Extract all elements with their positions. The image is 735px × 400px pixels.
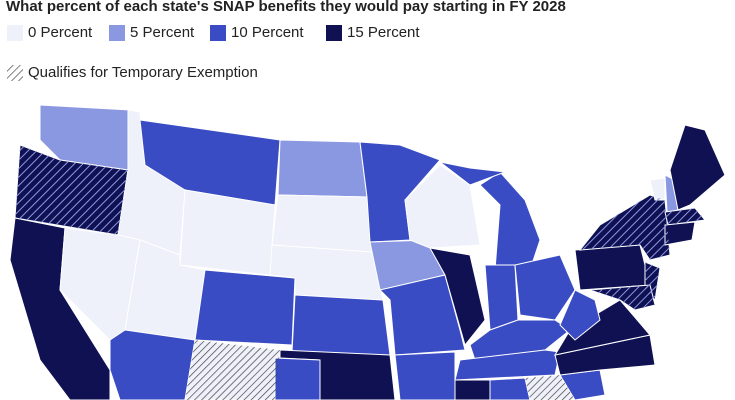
state [274,357,321,400]
state [559,289,601,341]
exempt-hatch [665,208,705,225]
legend: 0 Percent 5 Percent 10 Percent 15 Percent [7,24,420,41]
state [179,189,276,276]
exemption-label: Qualifies for Temporary Exemption [28,64,258,81]
state [194,269,296,346]
state [574,244,651,291]
legend-swatch [326,25,342,41]
legend-swatch [7,25,23,41]
state [484,264,519,331]
legend-label: 10 Percent [231,24,304,41]
legend-label: 15 Percent [347,24,420,41]
state [109,329,196,400]
state [669,124,726,211]
state [277,139,368,198]
exempt-hatch [580,195,670,260]
state [553,299,651,356]
hatch-swatch [7,65,23,81]
state [454,379,491,400]
state [439,161,506,186]
state [429,247,486,347]
state [271,194,373,253]
title: What percent of each state's SNAP benefi… [6,0,566,15]
exempt-hatch [525,375,575,400]
state [514,254,576,321]
exempt-hatch [590,285,655,310]
state [291,294,391,356]
state [489,377,531,400]
state [404,164,481,249]
state [664,221,696,246]
legend-swatch [109,25,125,41]
state [394,351,456,400]
us-map [9,104,726,400]
state [479,171,541,271]
state [454,349,561,381]
exempt-hatch [15,145,128,235]
legend-swatch [210,25,226,41]
exempt-hatch [185,340,280,400]
legend-label: 0 Percent [28,24,93,41]
legend-label: 5 Percent [130,24,195,41]
